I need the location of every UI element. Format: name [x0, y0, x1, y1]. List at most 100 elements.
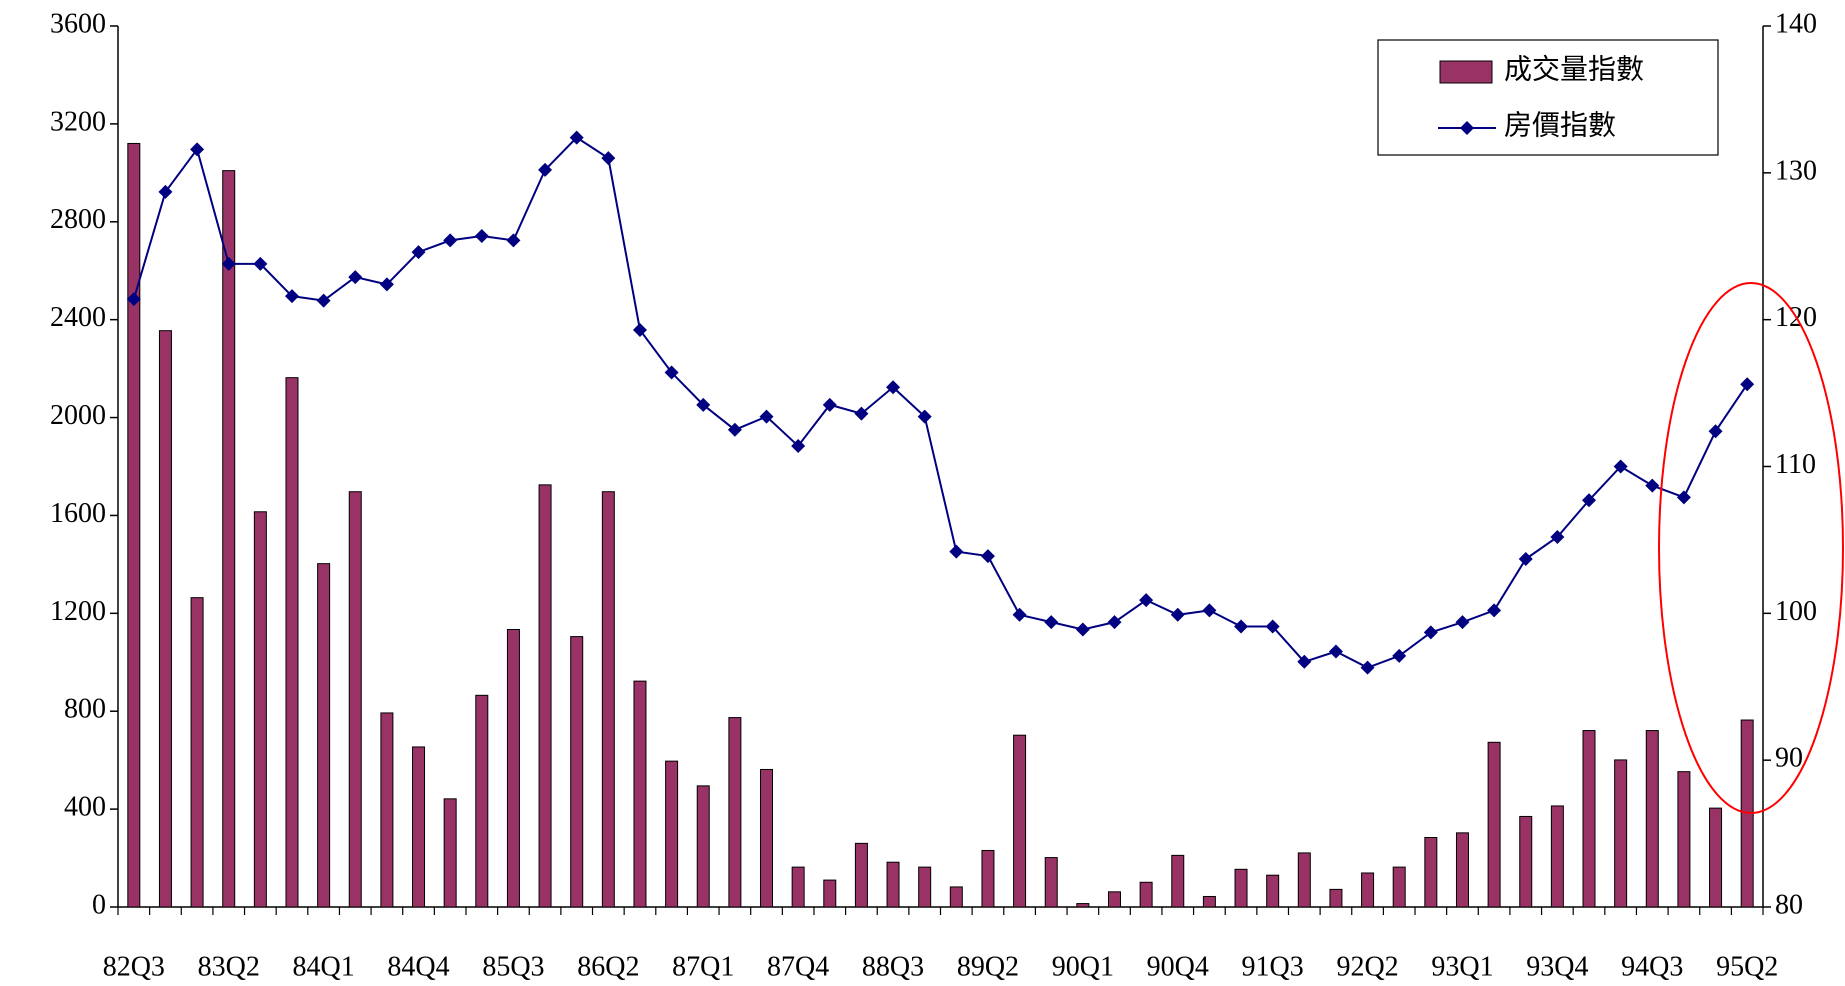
bar	[760, 768, 774, 908]
x-tick-label: 93Q1	[1431, 951, 1493, 982]
line-marker	[1328, 644, 1343, 659]
y-tick-label: 1600	[50, 498, 106, 529]
line-marker	[474, 228, 489, 243]
bar	[633, 680, 647, 908]
y-tick-label: 0	[92, 889, 106, 920]
line-marker	[316, 293, 331, 308]
line-marker	[443, 233, 458, 248]
line-marker	[221, 256, 236, 271]
x-tick-label: 86Q2	[577, 951, 639, 982]
bar	[190, 597, 204, 908]
bar	[285, 377, 299, 908]
bar	[1171, 854, 1185, 908]
x-tick-label: 95Q2	[1716, 951, 1778, 982]
line-marker	[1550, 529, 1565, 544]
bar	[854, 842, 868, 908]
bar	[886, 861, 900, 908]
bar	[1329, 888, 1343, 908]
line-marker	[1265, 619, 1280, 634]
y2-tick-label: 90	[1775, 743, 1803, 774]
y-tick-label: 2400	[50, 302, 106, 333]
bar	[1455, 832, 1469, 908]
line-marker	[917, 409, 932, 424]
y-tick-label: 800	[64, 694, 106, 725]
bar	[1266, 874, 1280, 908]
bar	[981, 849, 995, 908]
line-marker	[664, 365, 679, 380]
line-marker	[696, 397, 711, 412]
line-marker	[886, 380, 901, 395]
bar	[443, 798, 457, 908]
bar	[1076, 903, 1090, 908]
x-tick-label: 83Q2	[198, 951, 260, 982]
bar	[949, 886, 963, 908]
bar	[1297, 852, 1311, 908]
line-marker	[348, 270, 363, 285]
line-marker	[601, 151, 616, 166]
bar	[412, 746, 426, 908]
bar	[1202, 895, 1216, 908]
bar	[158, 330, 172, 908]
line-marker	[822, 397, 837, 412]
x-tick-label: 82Q3	[103, 951, 165, 982]
line-marker	[632, 322, 647, 337]
bar	[570, 636, 584, 908]
y-tick-label: 1200	[50, 596, 106, 627]
x-tick-label: 93Q4	[1526, 951, 1588, 982]
bar	[475, 694, 489, 908]
bar	[317, 563, 331, 908]
bar	[728, 717, 742, 908]
line-marker	[1044, 615, 1059, 630]
bar	[1582, 730, 1596, 908]
highlight-ellipse	[1658, 282, 1844, 814]
legend-box	[1377, 39, 1719, 156]
line-marker	[126, 292, 141, 307]
line-marker	[1708, 424, 1723, 439]
y2-tick-label: 100	[1775, 596, 1817, 627]
y2-tick-label: 130	[1775, 155, 1817, 186]
legend-swatch	[1439, 60, 1493, 84]
x-tick-label: 91Q3	[1242, 951, 1304, 982]
line-marker	[1645, 478, 1660, 493]
line-marker	[1202, 603, 1217, 618]
line-marker	[190, 142, 205, 157]
line-marker	[569, 130, 584, 145]
x-tick-label: 94Q3	[1621, 951, 1683, 982]
line-marker	[1139, 593, 1154, 608]
bar	[665, 760, 679, 908]
bar	[1424, 836, 1438, 908]
bar	[222, 170, 236, 908]
x-tick-label: 90Q1	[1052, 951, 1114, 982]
x-tick-label: 89Q2	[957, 951, 1019, 982]
bar	[1361, 872, 1375, 908]
line-marker	[949, 544, 964, 559]
legend-marker	[1460, 121, 1474, 135]
x-tick-label: 85Q3	[482, 951, 544, 982]
bar	[1709, 807, 1723, 908]
line-marker	[1613, 459, 1628, 474]
x-tick-label: 90Q4	[1147, 951, 1209, 982]
bar	[380, 712, 394, 908]
y-tick-label: 2800	[50, 204, 106, 235]
y2-tick-label: 80	[1775, 889, 1803, 920]
y2-tick-label: 110	[1775, 449, 1816, 480]
bar	[1550, 805, 1564, 908]
y-tick-label: 400	[64, 792, 106, 823]
line-marker	[158, 184, 173, 199]
line-marker	[1234, 619, 1249, 634]
bar	[1519, 815, 1533, 908]
bar	[1139, 881, 1153, 908]
bar	[1645, 730, 1659, 908]
line-marker	[791, 438, 806, 453]
bar	[127, 142, 141, 908]
bar	[601, 491, 615, 908]
line-marker	[1455, 615, 1470, 630]
line-marker	[1075, 622, 1090, 637]
line-marker	[727, 422, 742, 437]
bar	[1234, 868, 1248, 908]
line-marker	[1360, 660, 1375, 675]
line-marker	[411, 245, 426, 260]
bar	[1044, 857, 1058, 908]
y-tick-label: 3200	[50, 106, 106, 137]
